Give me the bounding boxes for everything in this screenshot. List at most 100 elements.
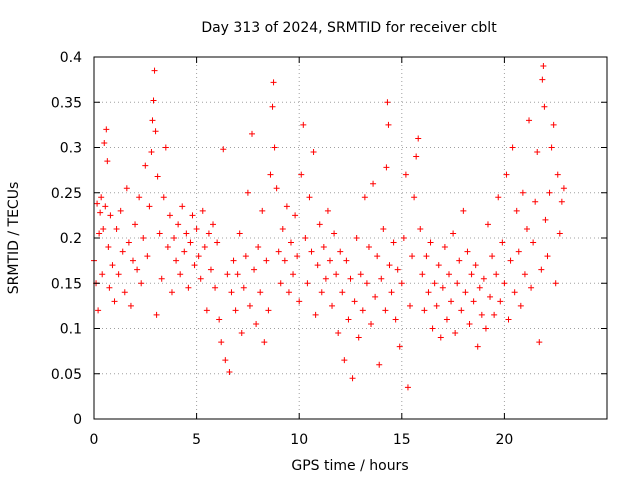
data-point xyxy=(450,230,457,237)
data-point xyxy=(193,225,200,232)
data-point xyxy=(308,248,315,255)
data-point xyxy=(509,144,516,151)
data-point xyxy=(417,225,424,232)
data-point xyxy=(433,302,440,309)
data-point xyxy=(261,339,268,346)
data-point xyxy=(472,262,479,269)
y-tick-label: 0.2 xyxy=(60,231,82,247)
y-axis-ticks: 0 0.05 0.1 0.15 0.2 0.25 0.3 0.35 0.4 xyxy=(51,50,607,428)
data-point xyxy=(238,330,245,337)
y-axis-label: SRMTID / TECUs xyxy=(6,182,22,295)
data-point xyxy=(183,230,190,237)
y-tick-label: 0.3 xyxy=(60,141,82,157)
data-point xyxy=(195,253,202,260)
data-point xyxy=(523,225,530,232)
y-tick-label: 0.25 xyxy=(51,186,82,202)
data-point xyxy=(146,203,153,210)
data-point xyxy=(503,171,510,178)
data-point xyxy=(489,253,496,260)
data-point xyxy=(277,280,284,287)
data-point xyxy=(162,144,169,151)
x-tick-label: 10 xyxy=(290,432,308,448)
data-point xyxy=(214,239,221,246)
data-point xyxy=(484,221,491,228)
data-point xyxy=(445,271,452,278)
data-point xyxy=(324,207,331,214)
data-point xyxy=(160,194,167,201)
data-point xyxy=(536,339,543,346)
data-point xyxy=(181,248,188,255)
data-point xyxy=(251,266,258,273)
data-point xyxy=(335,330,342,337)
data-point xyxy=(556,230,563,237)
data-point xyxy=(154,173,161,180)
data-point xyxy=(402,171,409,178)
data-point xyxy=(318,289,325,296)
data-point xyxy=(314,262,321,269)
data-point xyxy=(478,311,485,318)
data-point xyxy=(312,311,319,318)
data-point xyxy=(326,257,333,264)
data-point xyxy=(378,275,385,282)
data-point xyxy=(253,320,260,327)
data-point xyxy=(123,185,130,192)
data-point xyxy=(421,307,428,314)
data-point xyxy=(341,357,348,364)
data-point xyxy=(197,275,204,282)
data-point xyxy=(134,266,141,273)
data-point xyxy=(265,307,272,314)
data-point xyxy=(448,298,455,305)
data-point xyxy=(431,280,438,287)
data-point xyxy=(267,171,274,178)
data-point xyxy=(132,221,139,228)
data-point xyxy=(102,203,109,210)
data-point xyxy=(372,293,379,300)
data-point xyxy=(411,194,418,201)
data-point xyxy=(142,162,149,169)
data-point xyxy=(495,194,502,201)
data-point xyxy=(427,239,434,246)
data-point xyxy=(487,293,494,300)
data-point xyxy=(322,275,329,282)
data-point xyxy=(207,266,214,273)
data-point xyxy=(435,262,442,269)
data-point xyxy=(392,316,399,323)
data-point xyxy=(236,230,243,237)
data-point xyxy=(111,298,118,305)
data-point xyxy=(386,262,393,269)
data-point xyxy=(493,271,500,278)
data-point xyxy=(337,248,344,255)
data-point xyxy=(333,271,340,278)
data-point xyxy=(148,149,155,156)
data-point xyxy=(94,200,101,207)
data-point xyxy=(246,302,253,309)
data-point xyxy=(310,149,317,156)
data-point xyxy=(396,343,403,350)
data-point xyxy=(468,271,475,278)
data-point xyxy=(539,76,546,83)
data-point xyxy=(300,121,307,128)
data-point xyxy=(370,180,377,187)
data-point xyxy=(95,307,102,314)
data-point xyxy=(96,230,103,237)
data-point xyxy=(343,257,350,264)
x-tick-label: 0 xyxy=(90,432,99,448)
data-point xyxy=(109,262,116,269)
data-point xyxy=(104,158,111,165)
data-point xyxy=(388,289,395,296)
data-point xyxy=(296,298,303,305)
data-point xyxy=(482,325,489,332)
data-point xyxy=(550,121,557,128)
data-point xyxy=(97,209,104,216)
gridlines xyxy=(94,57,607,419)
data-point xyxy=(544,253,551,260)
data-point xyxy=(166,212,173,219)
data-point xyxy=(540,63,547,70)
data-point xyxy=(275,248,282,255)
y-tick-label: 0.1 xyxy=(60,322,82,338)
data-point xyxy=(526,117,533,124)
data-point xyxy=(121,289,128,296)
data-point xyxy=(368,320,375,327)
data-point xyxy=(220,146,227,153)
data-point xyxy=(407,302,414,309)
